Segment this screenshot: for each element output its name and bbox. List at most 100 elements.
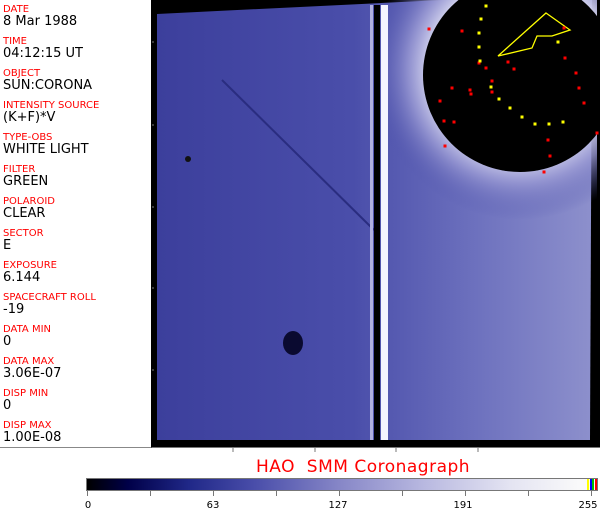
yellow-marker <box>489 85 493 89</box>
red-marker <box>548 154 552 158</box>
colorbar-tick <box>465 491 466 496</box>
pylon-shadow <box>221 79 375 231</box>
colorbar-tick <box>276 491 277 496</box>
red-marker <box>546 138 550 142</box>
field-filter: FILTER GREEN <box>3 164 48 189</box>
field-disp-max: DISP MAX 1.00E-08 <box>3 420 61 445</box>
colorbar-tick <box>528 491 529 496</box>
field-label: DATA MAX <box>3 356 55 367</box>
field-value: GREEN <box>3 174 49 189</box>
field-date: DATE 8 Mar 1988 <box>3 4 77 29</box>
yellow-marker <box>478 59 482 63</box>
yellow-marker <box>556 40 560 44</box>
colorbar-tick-label: 255 <box>578 500 598 511</box>
colorbar-tick-label: 63 <box>206 500 220 511</box>
field-value: 0 <box>3 334 12 349</box>
colorbar-tick <box>150 491 151 496</box>
red-marker <box>577 86 581 90</box>
red-marker <box>484 66 488 70</box>
red-marker <box>460 29 464 33</box>
red-marker <box>574 71 578 75</box>
field-spacecraft-roll: SPACECRAFT ROLL -19 <box>3 292 96 317</box>
field-data-min: DATA MIN 0 <box>3 324 51 349</box>
field-label: DATA MIN <box>3 324 51 335</box>
field-label: DISP MIN <box>3 388 49 399</box>
red-marker <box>563 56 567 60</box>
red-marker <box>490 79 494 83</box>
bright-stripe <box>381 5 388 440</box>
red-marker <box>469 92 473 96</box>
outline-polygon <box>497 12 572 57</box>
yellow-marker <box>479 17 483 21</box>
field-polaroid: POLAROID CLEAR <box>3 196 55 221</box>
colorbar-tick <box>213 491 214 496</box>
colorbar-tick-label: 191 <box>453 500 473 511</box>
red-marker <box>506 60 510 64</box>
red-marker <box>468 88 472 92</box>
yellow-marker <box>484 4 488 8</box>
occulted-sun-disc <box>423 0 600 172</box>
yellow-marker <box>561 120 565 124</box>
field-label: SPACECRAFT ROLL <box>3 292 96 303</box>
field-time: TIME 04:12:15 UT <box>3 36 83 61</box>
coronagraph-image[interactable] <box>152 0 600 447</box>
red-marker <box>595 131 599 135</box>
field-value: WHITE LIGHT <box>3 142 89 157</box>
field-value: 6.144 <box>3 270 41 285</box>
axis-ticks <box>152 41 154 371</box>
colorbar-tick <box>87 491 88 496</box>
field-label: EXPOSURE <box>3 260 58 271</box>
red-marker <box>452 120 456 124</box>
field-value: 1.00E-08 <box>3 430 62 445</box>
red-marker <box>562 26 566 30</box>
dark-stripe <box>374 5 380 440</box>
colorbar-swatch <box>587 479 589 490</box>
instrument-title: HAO SMM Coronagraph <box>256 457 471 477</box>
field-label: POLAROID <box>3 196 56 207</box>
colorbar-tick-label: 127 <box>328 500 348 511</box>
colorbar-tick <box>339 491 340 496</box>
field-exposure: EXPOSURE 6.144 <box>3 260 57 285</box>
red-marker <box>450 86 454 90</box>
field-value: -19 <box>3 302 25 317</box>
field-value: E <box>3 238 12 253</box>
field-value: 8 Mar 1988 <box>3 14 78 29</box>
field-intensity-source: INTENSITY SOURCE (K+F)*V <box>3 100 99 125</box>
red-marker <box>427 27 431 31</box>
field-disp-min: DISP MIN 0 <box>3 388 48 413</box>
yellow-marker <box>547 122 551 126</box>
red-marker <box>442 119 446 123</box>
colorbar-tick <box>591 491 592 496</box>
red-marker <box>443 144 447 148</box>
field-value: (K+F)*V <box>3 110 56 125</box>
field-data-max: DATA MAX 3.06E-07 <box>3 356 61 381</box>
yellow-marker <box>520 115 524 119</box>
field-type-obs: TYPE-OBS WHITE LIGHT <box>3 132 89 157</box>
field-label: INTENSITY SOURCE <box>3 100 100 111</box>
red-marker <box>477 61 481 65</box>
field-label: TYPE-OBS <box>3 132 53 143</box>
field-value: CLEAR <box>3 206 46 221</box>
field-label: DISP MAX <box>3 420 52 431</box>
field-label: FILTER <box>3 164 36 175</box>
red-marker <box>512 67 516 71</box>
yellow-marker <box>508 106 512 110</box>
field-object: OBJECT SUN:CORONA <box>3 68 92 93</box>
yellow-marker <box>477 31 481 35</box>
field-label: TIME <box>3 36 28 47</box>
field-value: SUN:CORONA <box>3 78 93 93</box>
metadata-panel: DATE 8 Mar 1988 TIME 04:12:15 UT OBJECT SUN:C… <box>0 0 152 448</box>
field-value: 0 <box>3 398 12 413</box>
colorbar-swatch <box>589 479 592 490</box>
overlay-markers <box>427 4 599 174</box>
red-marker <box>542 170 546 174</box>
dark-speck <box>185 156 191 162</box>
colorbar <box>86 478 598 491</box>
yellow-marker <box>477 45 481 49</box>
red-marker <box>438 99 442 103</box>
colorbar-tick <box>402 491 403 496</box>
dark-spot <box>283 331 303 355</box>
stripe-edge <box>370 5 373 440</box>
field-label: DATE <box>3 4 30 15</box>
